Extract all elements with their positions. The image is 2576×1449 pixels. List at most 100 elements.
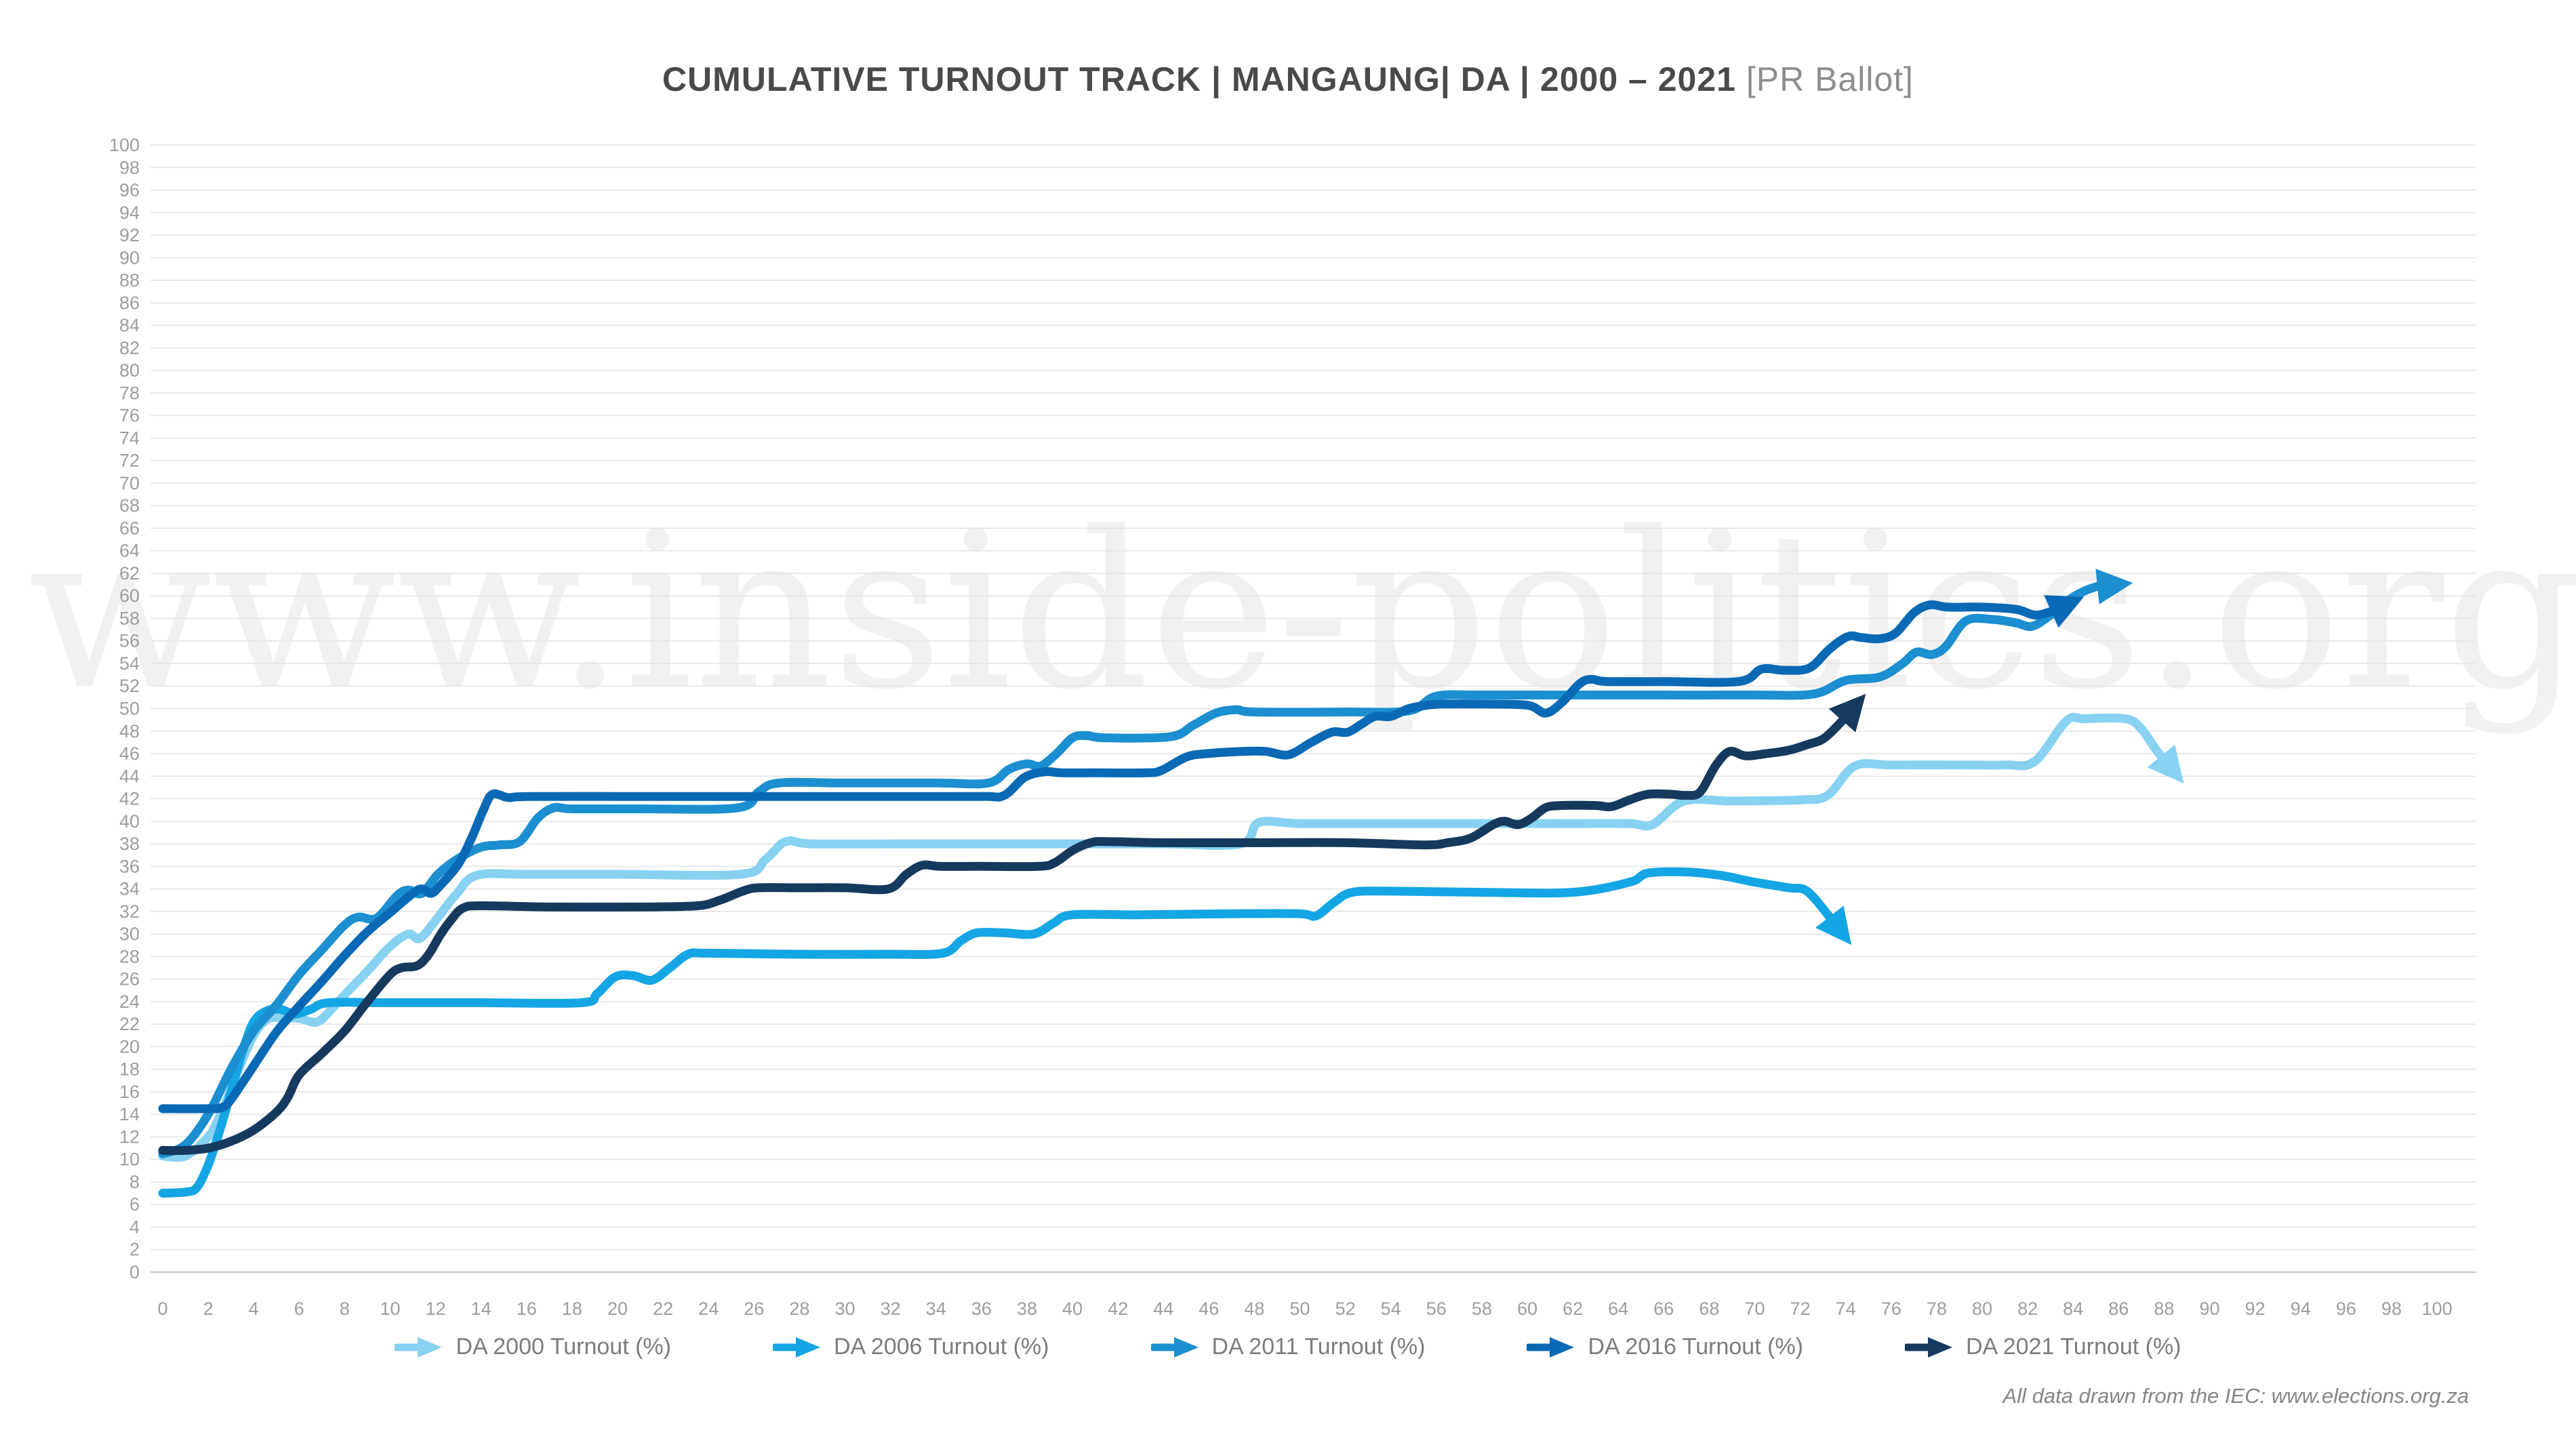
legend-label: DA 2006 Turnout (%): [833, 1334, 1049, 1360]
y-tick-label: 96: [119, 180, 140, 201]
y-tick-label: 62: [119, 563, 140, 584]
x-tick-label: 4: [249, 1299, 259, 1319]
y-tick-label: 26: [119, 969, 140, 989]
x-tick-label: 32: [881, 1299, 901, 1319]
x-tick-label: 42: [1108, 1299, 1128, 1319]
y-tick-label: 52: [119, 676, 140, 696]
x-tick-label: 88: [2154, 1299, 2174, 1319]
x-tick-label: 76: [1881, 1299, 1901, 1319]
y-tick-label: 92: [119, 225, 140, 245]
x-tick-label: 56: [1426, 1299, 1447, 1319]
y-tick-label: 24: [119, 992, 140, 1012]
y-tick-label: 34: [119, 879, 140, 899]
legend-item-da-2011: DA 2011 Turnout (%): [1150, 1334, 1425, 1360]
x-tick-label: 82: [2017, 1299, 2038, 1319]
y-tick-label: 64: [119, 541, 140, 561]
y-tick-label: 40: [119, 811, 140, 832]
x-tick-label: 86: [2108, 1299, 2129, 1319]
y-tick-label: 28: [119, 946, 140, 966]
x-tick-label: 60: [1517, 1299, 1537, 1319]
x-tick-label: 18: [562, 1299, 582, 1319]
arrow-right-icon: [772, 1336, 820, 1358]
y-tick-label: 70: [119, 473, 140, 493]
x-tick-label: 30: [834, 1299, 855, 1319]
x-tick-label: 68: [1699, 1299, 1719, 1319]
legend-label: DA 2021 Turnout (%): [1966, 1334, 2181, 1360]
legend-label: DA 2000 Turnout (%): [456, 1334, 671, 1360]
x-tick-label: 94: [2291, 1299, 2311, 1319]
x-tick-label: 78: [1927, 1299, 1947, 1319]
y-tick-label: 78: [119, 383, 140, 403]
x-tick-label: 100: [2421, 1299, 2452, 1319]
y-tick-label: 44: [119, 766, 140, 786]
x-tick-label: 64: [1608, 1299, 1628, 1319]
x-tick-label: 58: [1472, 1299, 1492, 1319]
x-tick-label: 98: [2381, 1299, 2402, 1319]
y-tick-label: 10: [119, 1149, 140, 1170]
chart-title: CUMULATIVE TURNOUT TRACK | MANGAUNG| DA …: [662, 60, 1746, 98]
x-tick-label: 80: [1972, 1299, 1992, 1319]
y-tick-label: 32: [119, 901, 140, 922]
x-tick-label: 0: [157, 1299, 167, 1319]
page-title: CUMULATIVE TURNOUT TRACK | MANGAUNG| DA …: [0, 60, 2576, 99]
x-tick-label: 48: [1244, 1299, 1264, 1319]
series-line-da-2021-turnout: [158, 693, 1866, 1156]
y-tick-label: 14: [119, 1104, 140, 1124]
y-tick-label: 42: [119, 789, 140, 809]
x-tick-label: 84: [2063, 1299, 2083, 1319]
y-tick-label: 58: [119, 608, 140, 628]
x-tick-label: 38: [1017, 1299, 1037, 1319]
y-tick-label: 84: [119, 315, 140, 335]
y-tick-label: 94: [119, 203, 140, 223]
y-tick-label: 18: [119, 1059, 140, 1080]
x-tick-label: 50: [1289, 1299, 1310, 1319]
chart-title-suffix: [PR Ballot]: [1746, 60, 1914, 98]
y-tick-label: 88: [119, 270, 140, 291]
legend-item-da-2006: DA 2006 Turnout (%): [772, 1334, 1049, 1360]
x-tick-label: 6: [294, 1299, 304, 1319]
data-source-note: All data drawn from the IEC: www.electio…: [2003, 1384, 2469, 1408]
y-tick-label: 6: [129, 1194, 140, 1215]
x-tick-label: 70: [1744, 1299, 1765, 1319]
y-tick-label: 80: [119, 361, 140, 381]
arrow-right-icon: [1527, 1336, 1575, 1358]
y-tick-label: 8: [129, 1172, 140, 1192]
x-tick-label: 46: [1199, 1299, 1219, 1319]
watermark: www.inside-politics.org: [28, 486, 2576, 737]
y-tick-label: 22: [119, 1014, 140, 1034]
y-tick-label: 76: [119, 405, 140, 426]
x-tick-label: 72: [1790, 1299, 1811, 1319]
legend-label: DA 2016 Turnout (%): [1588, 1334, 1803, 1360]
y-tick-label: 46: [119, 743, 140, 764]
x-tick-label: 22: [653, 1299, 673, 1319]
x-tick-label: 44: [1153, 1299, 1173, 1319]
series-line-da-2000-turnout: [158, 712, 2184, 1162]
y-tick-label: 74: [119, 428, 140, 448]
x-tick-label: 52: [1335, 1299, 1356, 1319]
y-tick-label: 36: [119, 856, 140, 876]
y-tick-label: 0: [129, 1262, 140, 1282]
y-tick-label: 82: [119, 338, 140, 358]
y-tick-label: 48: [119, 721, 140, 741]
y-tick-label: 68: [119, 495, 140, 516]
x-tick-label: 54: [1381, 1299, 1401, 1319]
x-tick-label: 66: [1653, 1299, 1674, 1319]
y-tick-label: 56: [119, 631, 140, 651]
x-tick-label: 14: [471, 1299, 491, 1319]
y-tick-label: 50: [119, 699, 140, 719]
x-tick-label: 20: [607, 1299, 628, 1319]
y-tick-label: 66: [119, 518, 140, 538]
x-tick-label: 36: [971, 1299, 992, 1319]
x-tick-label: 62: [1563, 1299, 1583, 1319]
y-tick-label: 2: [129, 1240, 140, 1260]
x-tick-label: 74: [1836, 1299, 1856, 1319]
legend-item-da-2021: DA 2021 Turnout (%): [1905, 1334, 2181, 1360]
y-tick-label: 38: [119, 834, 140, 854]
y-tick-label: 60: [119, 586, 140, 606]
legend-item-da-2000: DA 2000 Turnout (%): [395, 1334, 671, 1360]
y-tick-label: 98: [119, 157, 140, 178]
x-tick-label: 2: [203, 1299, 214, 1319]
arrow-right-icon: [1905, 1336, 1952, 1358]
x-tick-label: 40: [1062, 1299, 1083, 1319]
